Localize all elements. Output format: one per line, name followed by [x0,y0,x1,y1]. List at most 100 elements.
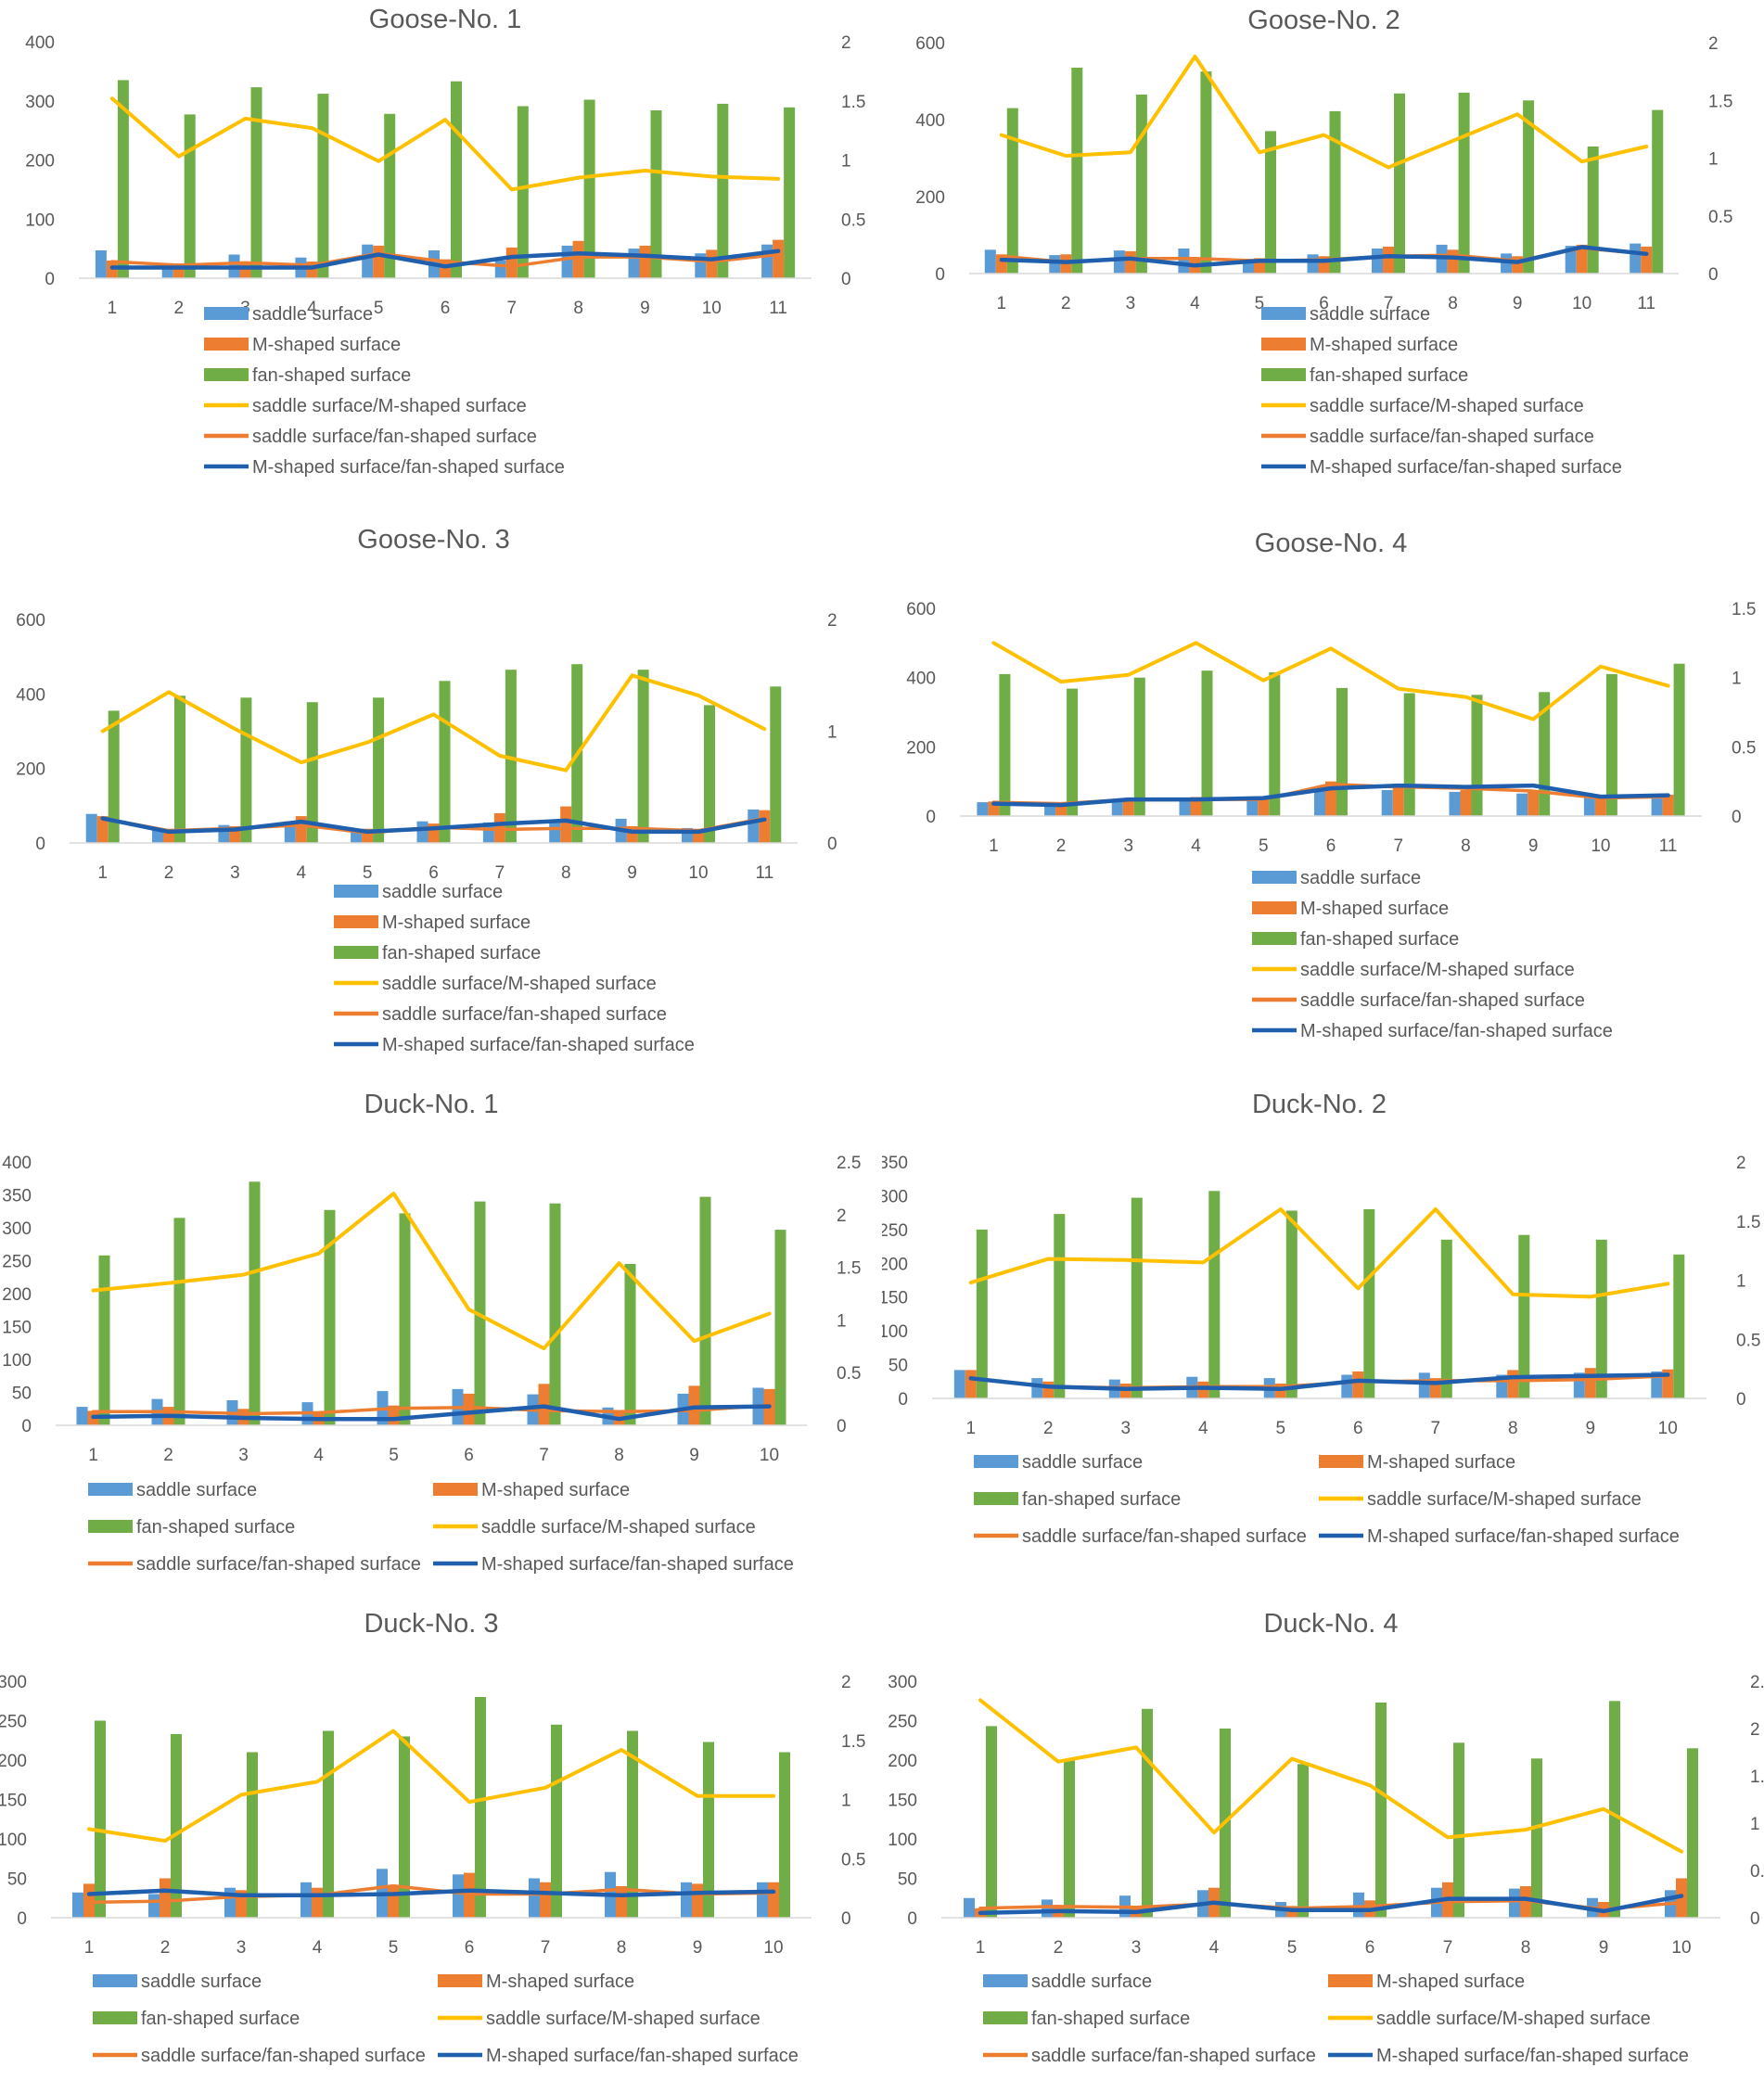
legend-swatch [93,2011,137,2024]
y2-axis-tick-label: 0.5 [1708,208,1732,227]
legend-label: saddle surface [1031,1972,1152,1992]
legend-label: saddle surface/M-shaped surface [382,974,657,994]
legend-swatch [1261,338,1306,351]
y2-axis-tick-label: 2 [837,1206,847,1226]
chart-goose-no-3: Goose-No. 3 0 200 400 600 0 1 2 1 2 3 4 5 6 7 8 9 10 11 sad… [16,525,837,1055]
x-axis-tick-label: 9 [1585,1419,1595,1438]
line-duck-no-4-s3 [978,1894,1684,1916]
y-axis-tick-label: 200 [0,1752,27,1771]
y-axis-tick-label: 400 [915,111,945,131]
x-axis-tick-label: 8 [1521,1938,1531,1958]
bar-goose-no-2-s2-8 [1447,249,1459,274]
bar-goose-no-1-s2-9 [639,245,651,278]
x-axis-tick-label: 10 [1591,836,1610,856]
bar-duck-no-2-s1-2 [1031,1378,1043,1398]
line-duck-no-3-s3 [86,1888,776,1898]
x-axis-tick-label: 6 [428,863,439,883]
bar-goose-no-1-s2-5 [373,245,385,278]
line-goose-no-4-s3 [991,783,1670,808]
legend-swatch [204,307,249,320]
y-axis-tick-label: 400 [25,33,55,53]
y-axis-tick-label: 150 [0,1792,27,1811]
bar-goose-no-4-s1-6 [1314,786,1325,816]
bar-goose-no-2-s3-7 [1394,93,1405,274]
y-axis-tick-label: 150 [888,1792,917,1811]
x-axis-tick-label: 6 [1326,836,1336,856]
line-goose-no-2-s3 [999,245,1649,268]
legend-label: M-shaped surface/fan-shaped surface [486,2046,799,2066]
bar-goose-no-2-s1-6 [1307,254,1319,274]
x-axis-tick-label: 1 [108,299,118,318]
x-axis-tick-label: 4 [1190,294,1200,313]
legend-label: M-shaped surface [382,912,530,933]
x-axis-tick-label: 4 [307,299,317,318]
y-axis-tick-label: 250 [0,1713,27,1732]
legend-swatch [334,946,378,959]
chart-goose-no-4: Goose-No. 4 0 200 400 600 0 0.5 1 1.5 1 2 3 4 5 6 7 8 9 10… [906,529,1756,1041]
x-axis-tick-label: 10 [1671,1938,1691,1958]
y-axis-tick-label: 100 [25,211,55,230]
legend-swatch [1328,1974,1373,1987]
bar-goose-no-3-s3-6 [439,681,451,843]
x-axis-tick-label: 2 [164,863,174,883]
x-axis-tick-label: 4 [313,1938,323,1958]
x-axis-tick-label: 3 [1120,1419,1131,1438]
x-axis-tick-label: 6 [465,1938,475,1958]
y2-axis-tick-label: 0 [1708,265,1719,285]
y-axis-tick-label: 200 [906,738,936,758]
line-duck-no-3-s1 [87,1729,775,1844]
y-axis-tick-label: 200 [915,188,945,208]
bar-goose-no-3-s2-1 [96,816,109,843]
y-axis-tick-label: 150 [2,1319,32,1338]
y2-axis-tick-label: 2 [841,33,851,53]
x-axis-tick-label: 7 [495,863,505,883]
y2-axis-tick-label: 0.5 [1732,738,1756,758]
bar-duck-no-3-s1-7 [529,1878,540,1918]
x-axis-tick-label: 9 [640,299,650,318]
y-axis-tick-label: 100 [888,1831,917,1850]
legend-label: saddle surface/M-shaped surface [481,1517,756,1538]
x-axis-tick-label: 4 [1198,1419,1208,1438]
x-axis-tick-label: 9 [1528,836,1539,856]
x-axis-tick-label: 6 [464,1446,474,1465]
y2-axis-tick-label: 1.5 [841,1732,865,1752]
legend-label: saddle surface/fan-shaped surface [141,2046,426,2066]
y2-axis-tick-label: 1 [1750,1815,1760,1834]
y-axis-tick-label: 300 [0,1673,27,1692]
x-axis-tick-label: 1 [989,836,999,856]
bar-goose-no-1-s3-2 [184,114,196,279]
x-axis-tick-label: 1 [88,1446,98,1465]
bar-goose-no-2-s3-5 [1265,131,1276,274]
bar-goose-no-4-s1-8 [1449,791,1461,816]
x-axis-tick-label: 8 [1508,1419,1518,1438]
chart-title: Duck-No. 2 [1252,1090,1387,1119]
y-axis-tick-label: 400 [906,670,936,689]
y-axis-tick-label: 350 [882,1154,908,1173]
bar-duck-no-3-s2-7 [540,1882,551,1919]
bar-duck-no-3-s1-1 [72,1892,83,1918]
legend-swatch [438,1974,482,1987]
y-axis-tick-label: 50 [7,1870,27,1890]
y-axis-tick-label: 350 [2,1187,32,1206]
bar-goose-no-4-s1-7 [1381,790,1393,816]
line-duck-no-1-s1 [91,1192,772,1351]
bar-duck-no-2-s2-9 [1584,1368,1596,1398]
bar-duck-no-3-s1-9 [681,1882,692,1919]
x-axis-tick-label: 5 [1259,836,1269,856]
y-axis-tick-label: 200 [16,760,45,780]
legend-label: M-shaped surface [252,335,401,355]
bar-goose-no-4-s1-11 [1651,795,1663,816]
bar-goose-no-2-s2-7 [1383,246,1394,274]
line-duck-no-2-s1 [968,1207,1670,1299]
legend-label: M-shaped surface [481,1480,630,1500]
legend-label: M-shaped surface/fan-shaped surface [252,457,565,478]
bar-goose-no-1-s3-9 [650,110,662,278]
bar-duck-no-3-s3-10 [779,1752,790,1918]
bar-duck-no-4-s1-1 [964,1897,975,1919]
x-axis-tick-label: 2 [173,299,184,318]
bar-duck-no-1-s3-2 [173,1218,185,1425]
bar-goose-no-2-s3-3 [1135,95,1147,274]
bar-goose-no-1-s2-11 [773,239,785,278]
bar-goose-no-2-s3-10 [1587,147,1599,274]
bar-goose-no-1-s2-7 [505,247,518,278]
